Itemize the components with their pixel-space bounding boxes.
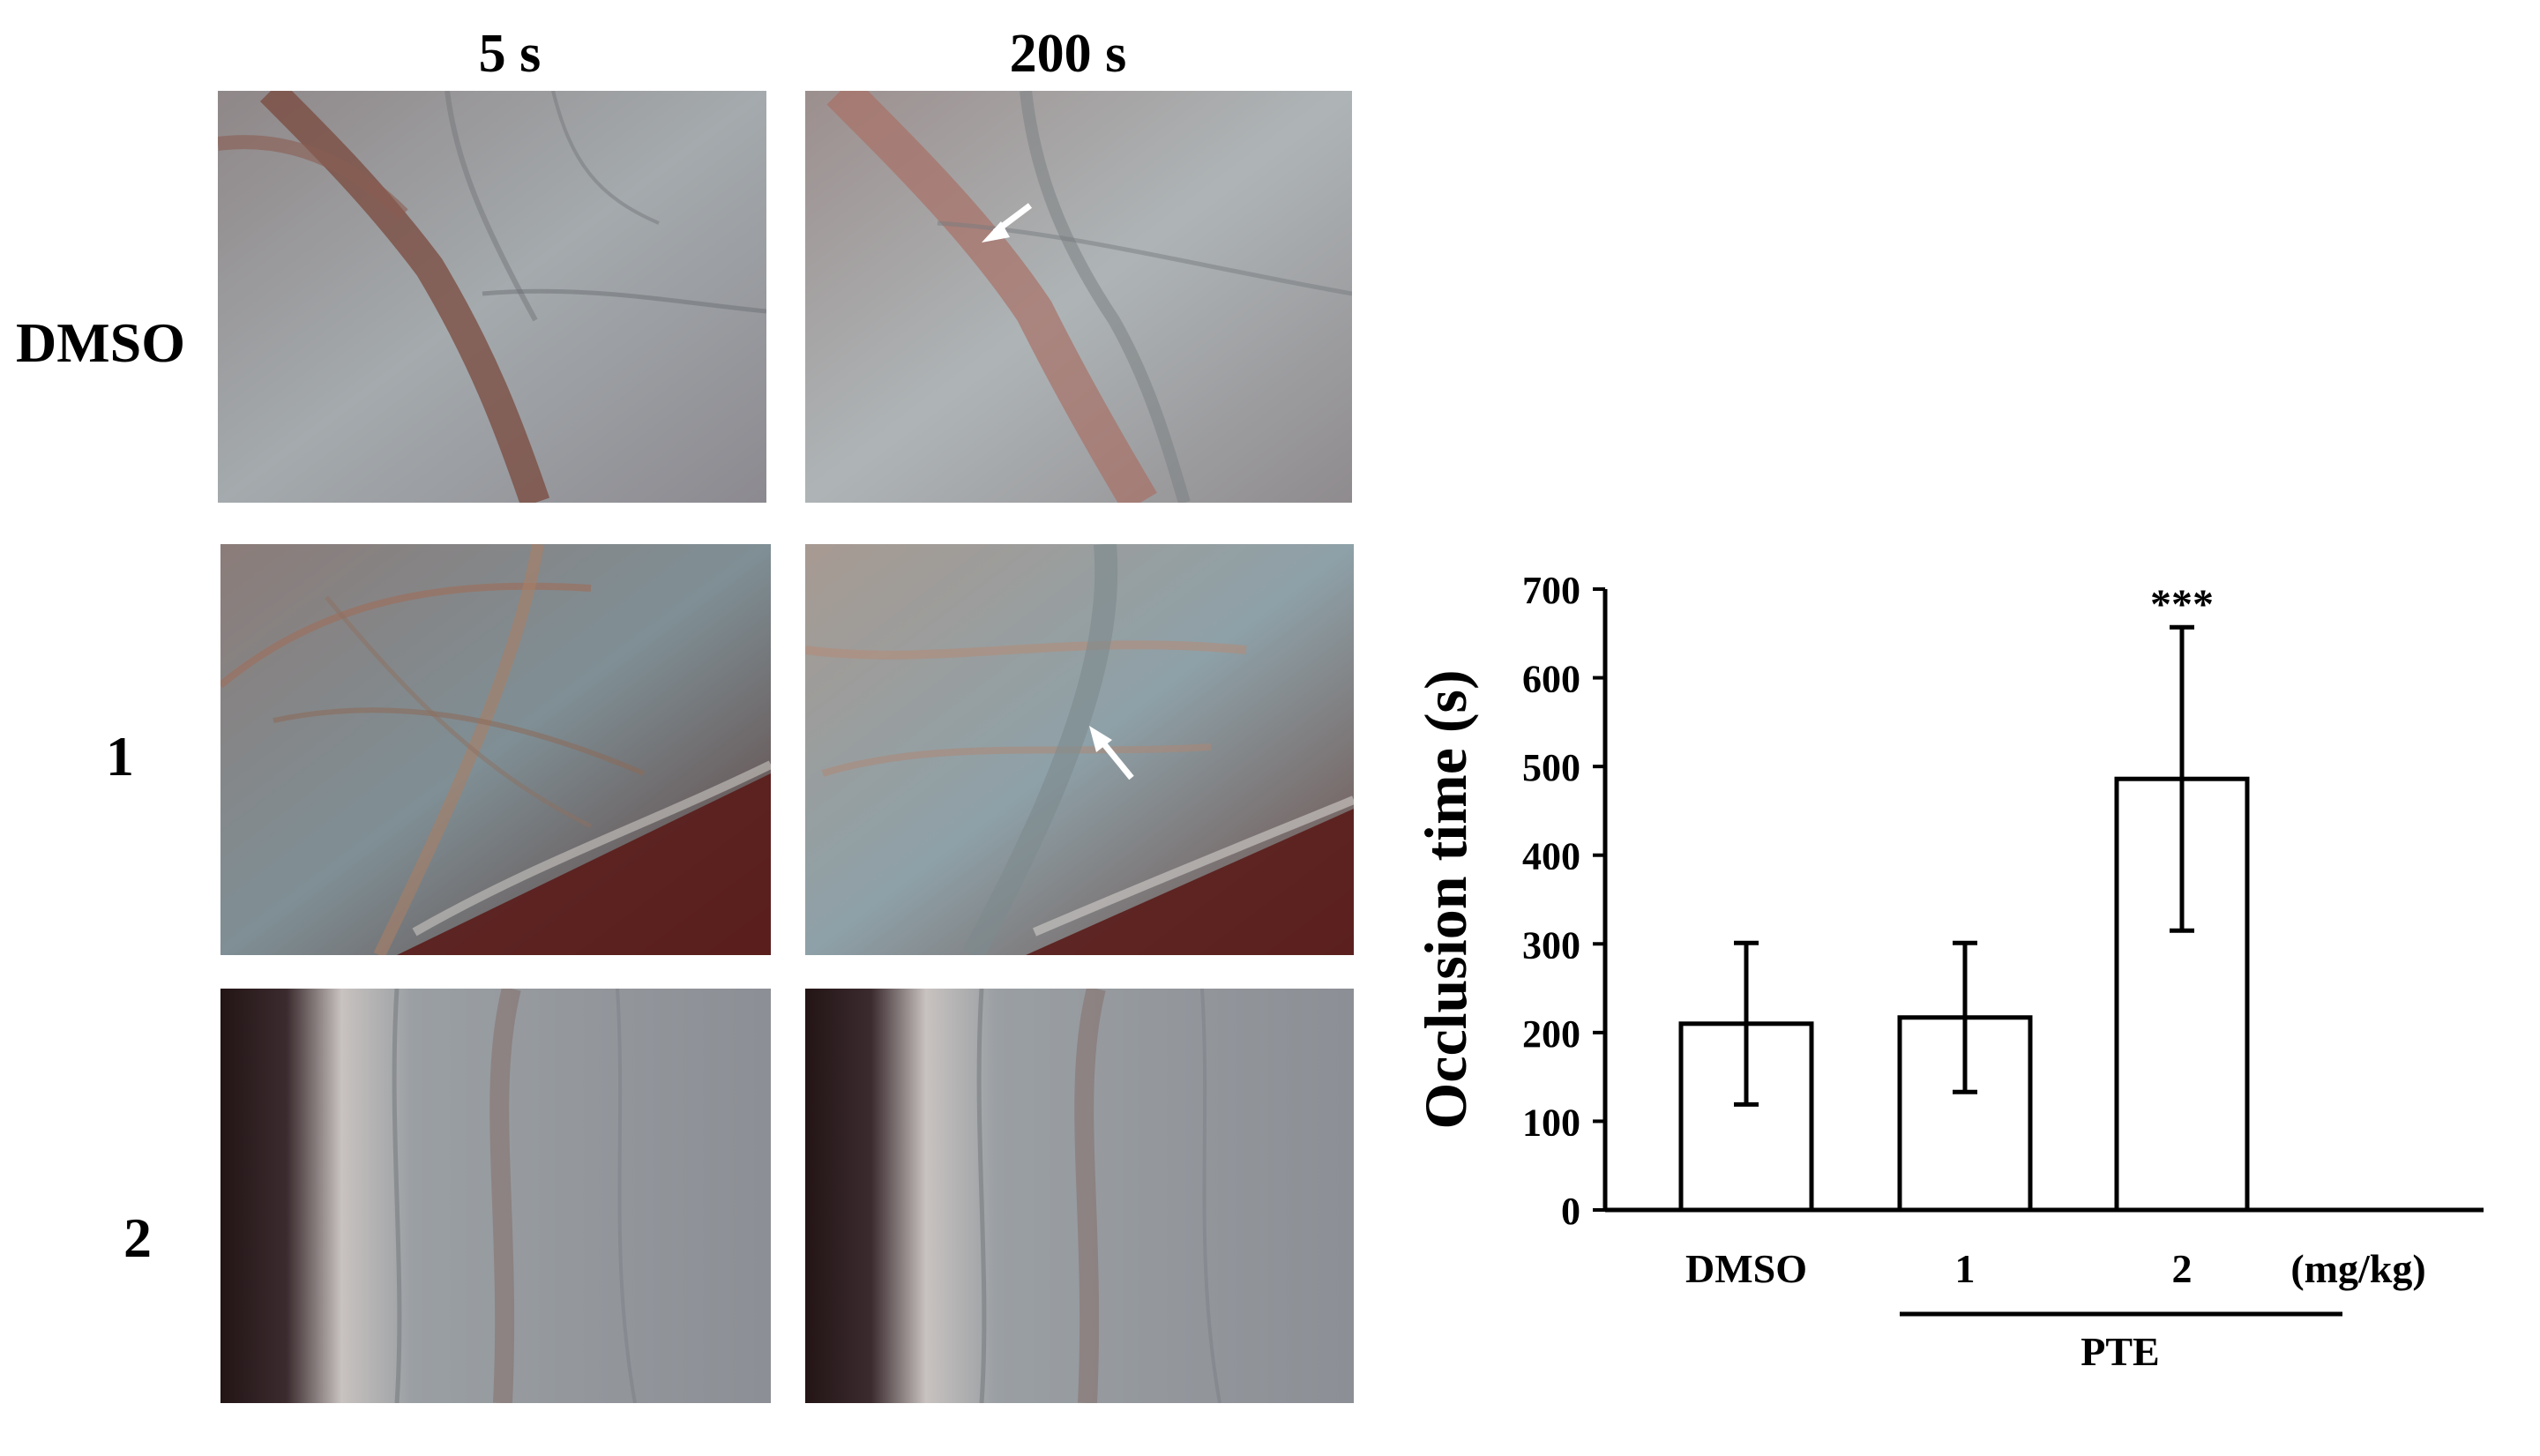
micrograph-2-5s xyxy=(220,989,771,1403)
units-label: (mg/kg) xyxy=(2290,1246,2425,1291)
y-tick-label: 400 xyxy=(1522,835,1580,878)
micrograph-dmso-5s xyxy=(218,91,766,503)
row-header-2: 2 xyxy=(123,1206,152,1269)
column-header-5s: 5 s xyxy=(478,24,542,84)
micrograph-1-5s xyxy=(220,544,771,955)
significance-marker: *** xyxy=(2150,581,2214,628)
occlusion-time-chart: 0 100 200 300 400 500 600 700 Occlusion time (s)… xyxy=(1412,569,2484,1374)
x-tick-label: DMSO xyxy=(1685,1246,1807,1291)
y-tick-label: 700 xyxy=(1522,569,1580,612)
y-tick-label: 500 xyxy=(1522,746,1580,789)
arrow-indicator-icon xyxy=(1089,726,1134,780)
group-label: PTE xyxy=(2081,1329,2159,1374)
y-tick-label: 300 xyxy=(1522,923,1580,967)
x-tick-label: 1 xyxy=(1955,1246,1976,1291)
column-header-200s: 200 s xyxy=(1009,24,1127,84)
arrow-indicator-icon xyxy=(982,203,1033,243)
x-tick-label: 2 xyxy=(2172,1246,2193,1291)
micrograph-dmso-200s xyxy=(805,91,1352,503)
row-header-dmso: DMSO xyxy=(16,311,185,374)
micrograph-2-200s xyxy=(805,989,1354,1403)
y-tick-label: 200 xyxy=(1522,1012,1580,1056)
y-tick-label: 0 xyxy=(1561,1190,1580,1233)
y-axis-label: Occlusion time (s) xyxy=(1412,669,1479,1129)
y-tick-label: 100 xyxy=(1522,1101,1580,1144)
micrograph-1-200s xyxy=(805,544,1354,955)
y-tick-label: 600 xyxy=(1522,658,1580,701)
row-header-1: 1 xyxy=(106,725,134,788)
